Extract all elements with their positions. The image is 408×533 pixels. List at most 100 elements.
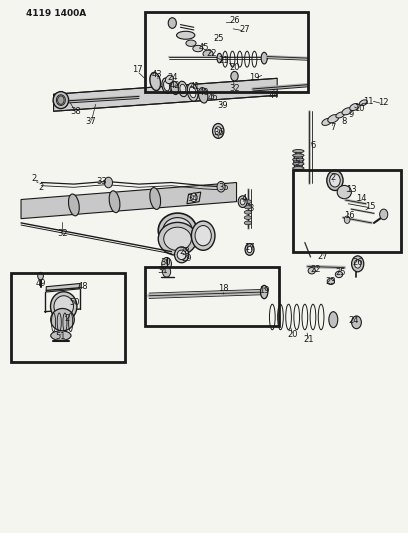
Text: 2: 2 xyxy=(38,183,43,192)
Ellipse shape xyxy=(51,292,77,321)
Text: 46: 46 xyxy=(208,93,218,102)
Ellipse shape xyxy=(189,86,196,98)
Circle shape xyxy=(352,256,364,272)
Text: 26: 26 xyxy=(353,258,363,266)
Ellipse shape xyxy=(342,108,352,115)
Ellipse shape xyxy=(238,196,247,207)
Text: 18: 18 xyxy=(218,284,229,293)
Text: 7: 7 xyxy=(330,123,336,132)
Bar xyxy=(145,12,308,92)
Ellipse shape xyxy=(195,225,211,246)
Ellipse shape xyxy=(53,92,69,109)
Text: 27: 27 xyxy=(239,26,250,35)
Ellipse shape xyxy=(163,217,192,243)
Ellipse shape xyxy=(244,205,252,209)
Ellipse shape xyxy=(213,124,224,139)
Ellipse shape xyxy=(247,246,252,253)
Polygon shape xyxy=(187,192,201,204)
Text: 8: 8 xyxy=(341,117,347,126)
Text: 49: 49 xyxy=(35,279,46,288)
Circle shape xyxy=(380,209,388,220)
Text: 15: 15 xyxy=(365,203,375,212)
Ellipse shape xyxy=(261,52,267,64)
Ellipse shape xyxy=(164,227,191,251)
Ellipse shape xyxy=(244,200,252,204)
Text: 40: 40 xyxy=(199,87,209,96)
Ellipse shape xyxy=(180,84,186,94)
Ellipse shape xyxy=(293,154,304,157)
Text: 13: 13 xyxy=(346,185,357,194)
Text: 44: 44 xyxy=(269,91,279,100)
Ellipse shape xyxy=(240,198,245,205)
Text: 43: 43 xyxy=(152,70,162,78)
Polygon shape xyxy=(53,78,277,111)
Ellipse shape xyxy=(150,72,161,91)
Text: 14: 14 xyxy=(357,194,367,203)
Ellipse shape xyxy=(54,296,73,317)
Ellipse shape xyxy=(350,103,359,110)
Ellipse shape xyxy=(359,100,367,106)
Text: 29: 29 xyxy=(182,254,192,263)
Polygon shape xyxy=(21,182,237,219)
Text: 4119 1400A: 4119 1400A xyxy=(26,10,86,19)
Text: 39: 39 xyxy=(217,101,228,110)
Text: 22: 22 xyxy=(206,50,217,58)
Ellipse shape xyxy=(261,285,268,298)
Ellipse shape xyxy=(244,211,252,214)
Ellipse shape xyxy=(175,247,189,263)
Ellipse shape xyxy=(293,163,304,165)
Text: 12: 12 xyxy=(378,98,388,107)
Ellipse shape xyxy=(158,213,197,248)
Ellipse shape xyxy=(51,309,74,331)
Text: 3: 3 xyxy=(248,204,253,213)
Text: 48: 48 xyxy=(78,282,88,291)
Ellipse shape xyxy=(150,188,161,209)
Ellipse shape xyxy=(329,312,338,328)
Text: 4: 4 xyxy=(241,194,246,203)
Ellipse shape xyxy=(293,166,304,169)
Bar xyxy=(11,273,125,362)
Ellipse shape xyxy=(245,244,254,255)
Text: 10: 10 xyxy=(354,103,365,112)
Ellipse shape xyxy=(293,158,304,161)
Ellipse shape xyxy=(193,45,203,52)
Ellipse shape xyxy=(203,50,213,58)
Ellipse shape xyxy=(322,118,332,125)
Ellipse shape xyxy=(293,150,304,153)
Text: 20: 20 xyxy=(229,63,240,71)
Ellipse shape xyxy=(337,185,351,199)
Text: 51: 51 xyxy=(55,332,66,341)
Text: 36: 36 xyxy=(213,128,224,137)
Ellipse shape xyxy=(336,112,345,118)
Text: 42: 42 xyxy=(169,81,180,90)
Bar xyxy=(145,266,279,326)
Polygon shape xyxy=(46,284,80,292)
Text: 28: 28 xyxy=(179,247,190,256)
Ellipse shape xyxy=(187,83,198,101)
Text: 38: 38 xyxy=(71,107,81,116)
Ellipse shape xyxy=(177,31,195,39)
Text: 25: 25 xyxy=(335,269,346,277)
Ellipse shape xyxy=(328,115,339,123)
Text: 32: 32 xyxy=(57,229,68,238)
Ellipse shape xyxy=(56,95,65,106)
Text: 6: 6 xyxy=(310,141,316,150)
Text: 9: 9 xyxy=(348,110,354,119)
Ellipse shape xyxy=(191,221,215,251)
Ellipse shape xyxy=(177,250,186,260)
Text: 26: 26 xyxy=(229,17,240,26)
Circle shape xyxy=(168,18,176,28)
Ellipse shape xyxy=(327,170,343,190)
Text: 20: 20 xyxy=(287,330,298,339)
Text: 33: 33 xyxy=(96,177,107,186)
Ellipse shape xyxy=(327,278,335,285)
Text: 37: 37 xyxy=(86,117,96,126)
Ellipse shape xyxy=(109,191,120,213)
Ellipse shape xyxy=(217,53,222,63)
Circle shape xyxy=(162,257,171,270)
Ellipse shape xyxy=(171,81,179,94)
Text: 35: 35 xyxy=(218,183,229,192)
Ellipse shape xyxy=(186,40,196,46)
Ellipse shape xyxy=(162,78,171,93)
Text: 25: 25 xyxy=(213,35,224,44)
